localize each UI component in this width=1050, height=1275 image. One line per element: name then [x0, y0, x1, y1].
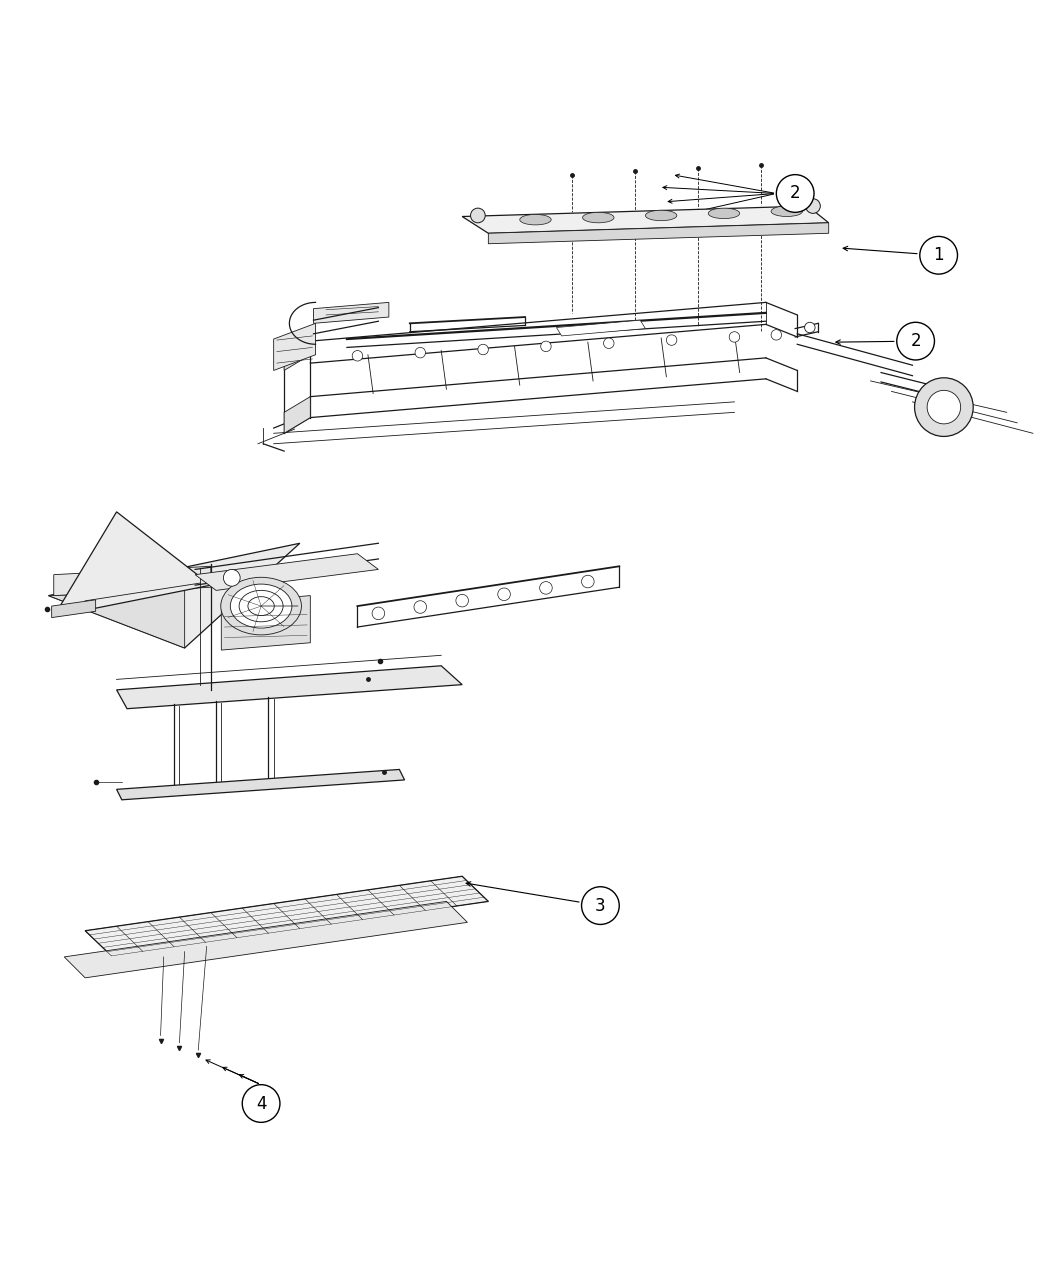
- Ellipse shape: [771, 207, 802, 217]
- Text: 2: 2: [910, 332, 921, 351]
- Ellipse shape: [583, 213, 614, 223]
- Circle shape: [582, 575, 594, 588]
- Circle shape: [927, 390, 961, 423]
- Circle shape: [414, 601, 426, 613]
- Polygon shape: [222, 595, 311, 650]
- Ellipse shape: [520, 214, 551, 224]
- Ellipse shape: [709, 208, 739, 218]
- Ellipse shape: [220, 578, 301, 635]
- Circle shape: [372, 607, 384, 620]
- Circle shape: [243, 1085, 280, 1122]
- Circle shape: [804, 323, 815, 333]
- Polygon shape: [54, 511, 211, 617]
- Circle shape: [604, 338, 614, 348]
- Circle shape: [456, 594, 468, 607]
- Circle shape: [470, 208, 485, 223]
- Polygon shape: [64, 901, 467, 978]
- Polygon shape: [54, 566, 211, 595]
- Polygon shape: [556, 320, 646, 335]
- Circle shape: [667, 335, 677, 346]
- Polygon shape: [488, 223, 828, 244]
- Polygon shape: [51, 599, 96, 617]
- Circle shape: [897, 323, 934, 360]
- Polygon shape: [85, 876, 488, 956]
- Polygon shape: [117, 666, 462, 709]
- Circle shape: [540, 581, 552, 594]
- Circle shape: [729, 332, 739, 342]
- Polygon shape: [48, 590, 185, 648]
- Circle shape: [915, 377, 973, 436]
- Circle shape: [415, 347, 425, 358]
- Polygon shape: [462, 207, 828, 233]
- Circle shape: [352, 351, 362, 361]
- Circle shape: [920, 236, 958, 274]
- Text: 3: 3: [595, 896, 606, 914]
- Ellipse shape: [230, 584, 292, 629]
- Ellipse shape: [646, 210, 677, 221]
- Polygon shape: [117, 769, 404, 799]
- Polygon shape: [48, 543, 300, 648]
- Circle shape: [541, 342, 551, 352]
- Circle shape: [582, 886, 620, 924]
- Ellipse shape: [248, 597, 274, 616]
- Circle shape: [478, 344, 488, 354]
- Text: 1: 1: [933, 246, 944, 264]
- Polygon shape: [274, 324, 316, 371]
- Text: 2: 2: [790, 185, 800, 203]
- Circle shape: [771, 330, 781, 340]
- Circle shape: [776, 175, 814, 213]
- Polygon shape: [285, 334, 311, 371]
- Polygon shape: [314, 302, 388, 324]
- Circle shape: [224, 570, 240, 586]
- Text: 4: 4: [256, 1094, 267, 1113]
- Circle shape: [498, 588, 510, 601]
- Polygon shape: [195, 553, 378, 590]
- Circle shape: [805, 199, 820, 213]
- Ellipse shape: [239, 590, 284, 622]
- Polygon shape: [285, 397, 311, 434]
